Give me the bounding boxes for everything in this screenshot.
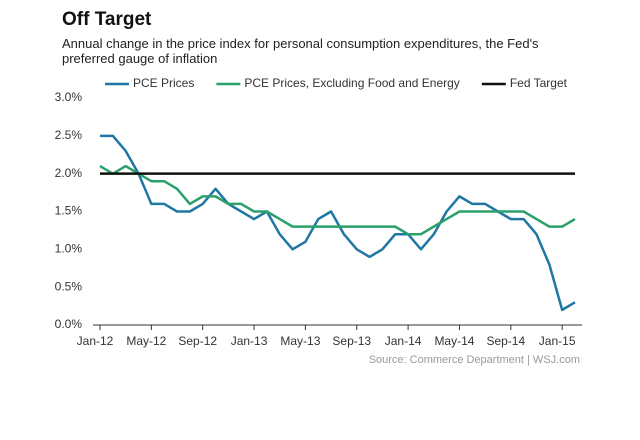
x-tick-label: Jan-12	[77, 334, 114, 348]
x-tick-label: Jan-14	[385, 334, 422, 348]
chart-subtitle: Annual change in the price index for per…	[62, 36, 539, 66]
x-tick-label: Jan-13	[231, 334, 268, 348]
y-tick-label: 1.0%	[55, 242, 83, 256]
y-tick-label: 0.5%	[55, 279, 83, 293]
y-tick-label: 1.5%	[55, 204, 83, 218]
legend-label: PCE Prices	[133, 76, 194, 90]
x-tick-label: May-14	[434, 334, 474, 348]
x-tick-label: Jan-15	[539, 334, 576, 348]
chart-title: Off Target	[62, 9, 152, 30]
y-tick-label: 2.0%	[55, 166, 83, 180]
y-tick-label: 2.5%	[55, 128, 83, 142]
legend-label: PCE Prices, Excluding Food and Energy	[244, 76, 459, 90]
x-tick-label: Sep-14	[486, 334, 525, 348]
y-tick-label: 3.0%	[55, 90, 83, 104]
source: Source: Commerce Department | WSJ.com	[369, 354, 580, 366]
x-tick-label: May-13	[280, 334, 320, 348]
y-tick-label: 0.0%	[55, 317, 83, 331]
legend-label: Fed Target	[510, 76, 568, 90]
series-line	[100, 134, 576, 312]
series-line	[99, 164, 576, 236]
subtitle-box: Annual change in the price index for per…	[62, 36, 539, 66]
x-tick-label: Sep-13	[332, 334, 371, 348]
x-tick-label: Sep-12	[178, 334, 217, 348]
x-tick-label: May-12	[126, 334, 166, 348]
